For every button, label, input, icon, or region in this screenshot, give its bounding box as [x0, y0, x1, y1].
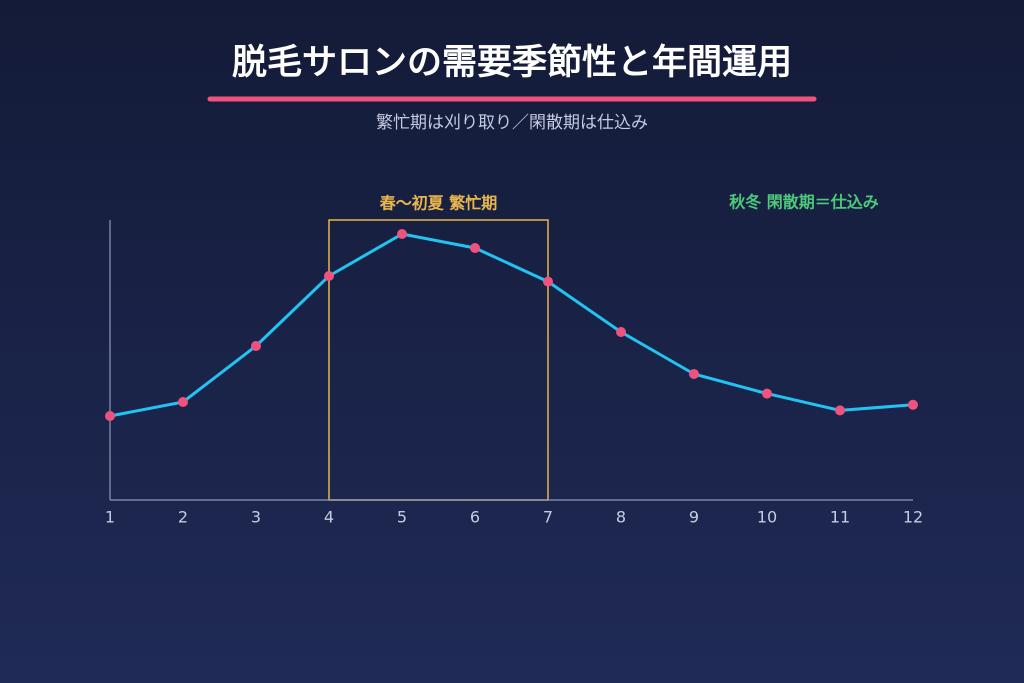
data-point — [470, 243, 480, 253]
data-point — [397, 229, 407, 239]
x-tick-label: 10 — [757, 508, 777, 527]
annotation: 秋冬 閑散期＝仕込み — [729, 193, 879, 212]
x-tick-label: 12 — [903, 508, 923, 527]
x-tick-label: 6 — [470, 508, 480, 527]
data-point — [616, 327, 626, 337]
data-point — [835, 405, 845, 416]
highlight-label: 春〜初夏 繁忙期 — [379, 194, 498, 213]
data-point — [908, 399, 918, 410]
data-point — [178, 397, 188, 407]
data-line — [109, 232, 914, 418]
x-tick-label: 4 — [324, 508, 334, 527]
data-point — [689, 369, 699, 379]
chart-subtitle: 繁忙期は刈り取り／閑散期は仕込み — [376, 113, 648, 133]
chart-title: 脱毛サロンの需要季節性と年間運用 — [232, 43, 792, 83]
data-point — [324, 271, 334, 281]
x-tick-label: 5 — [397, 508, 407, 527]
x-tick-label: 8 — [616, 508, 626, 527]
data-point — [762, 388, 772, 399]
x-tick-label: 1 — [105, 508, 115, 527]
data-point — [105, 411, 115, 421]
x-tick-label: 2 — [178, 508, 188, 527]
data-point — [543, 276, 553, 287]
x-tick-label: 3 — [251, 508, 261, 527]
x-tick-label: 9 — [689, 508, 699, 527]
data-point — [251, 341, 261, 351]
x-tick-label: 7 — [543, 508, 553, 527]
x-tick-label: 11 — [830, 508, 850, 527]
